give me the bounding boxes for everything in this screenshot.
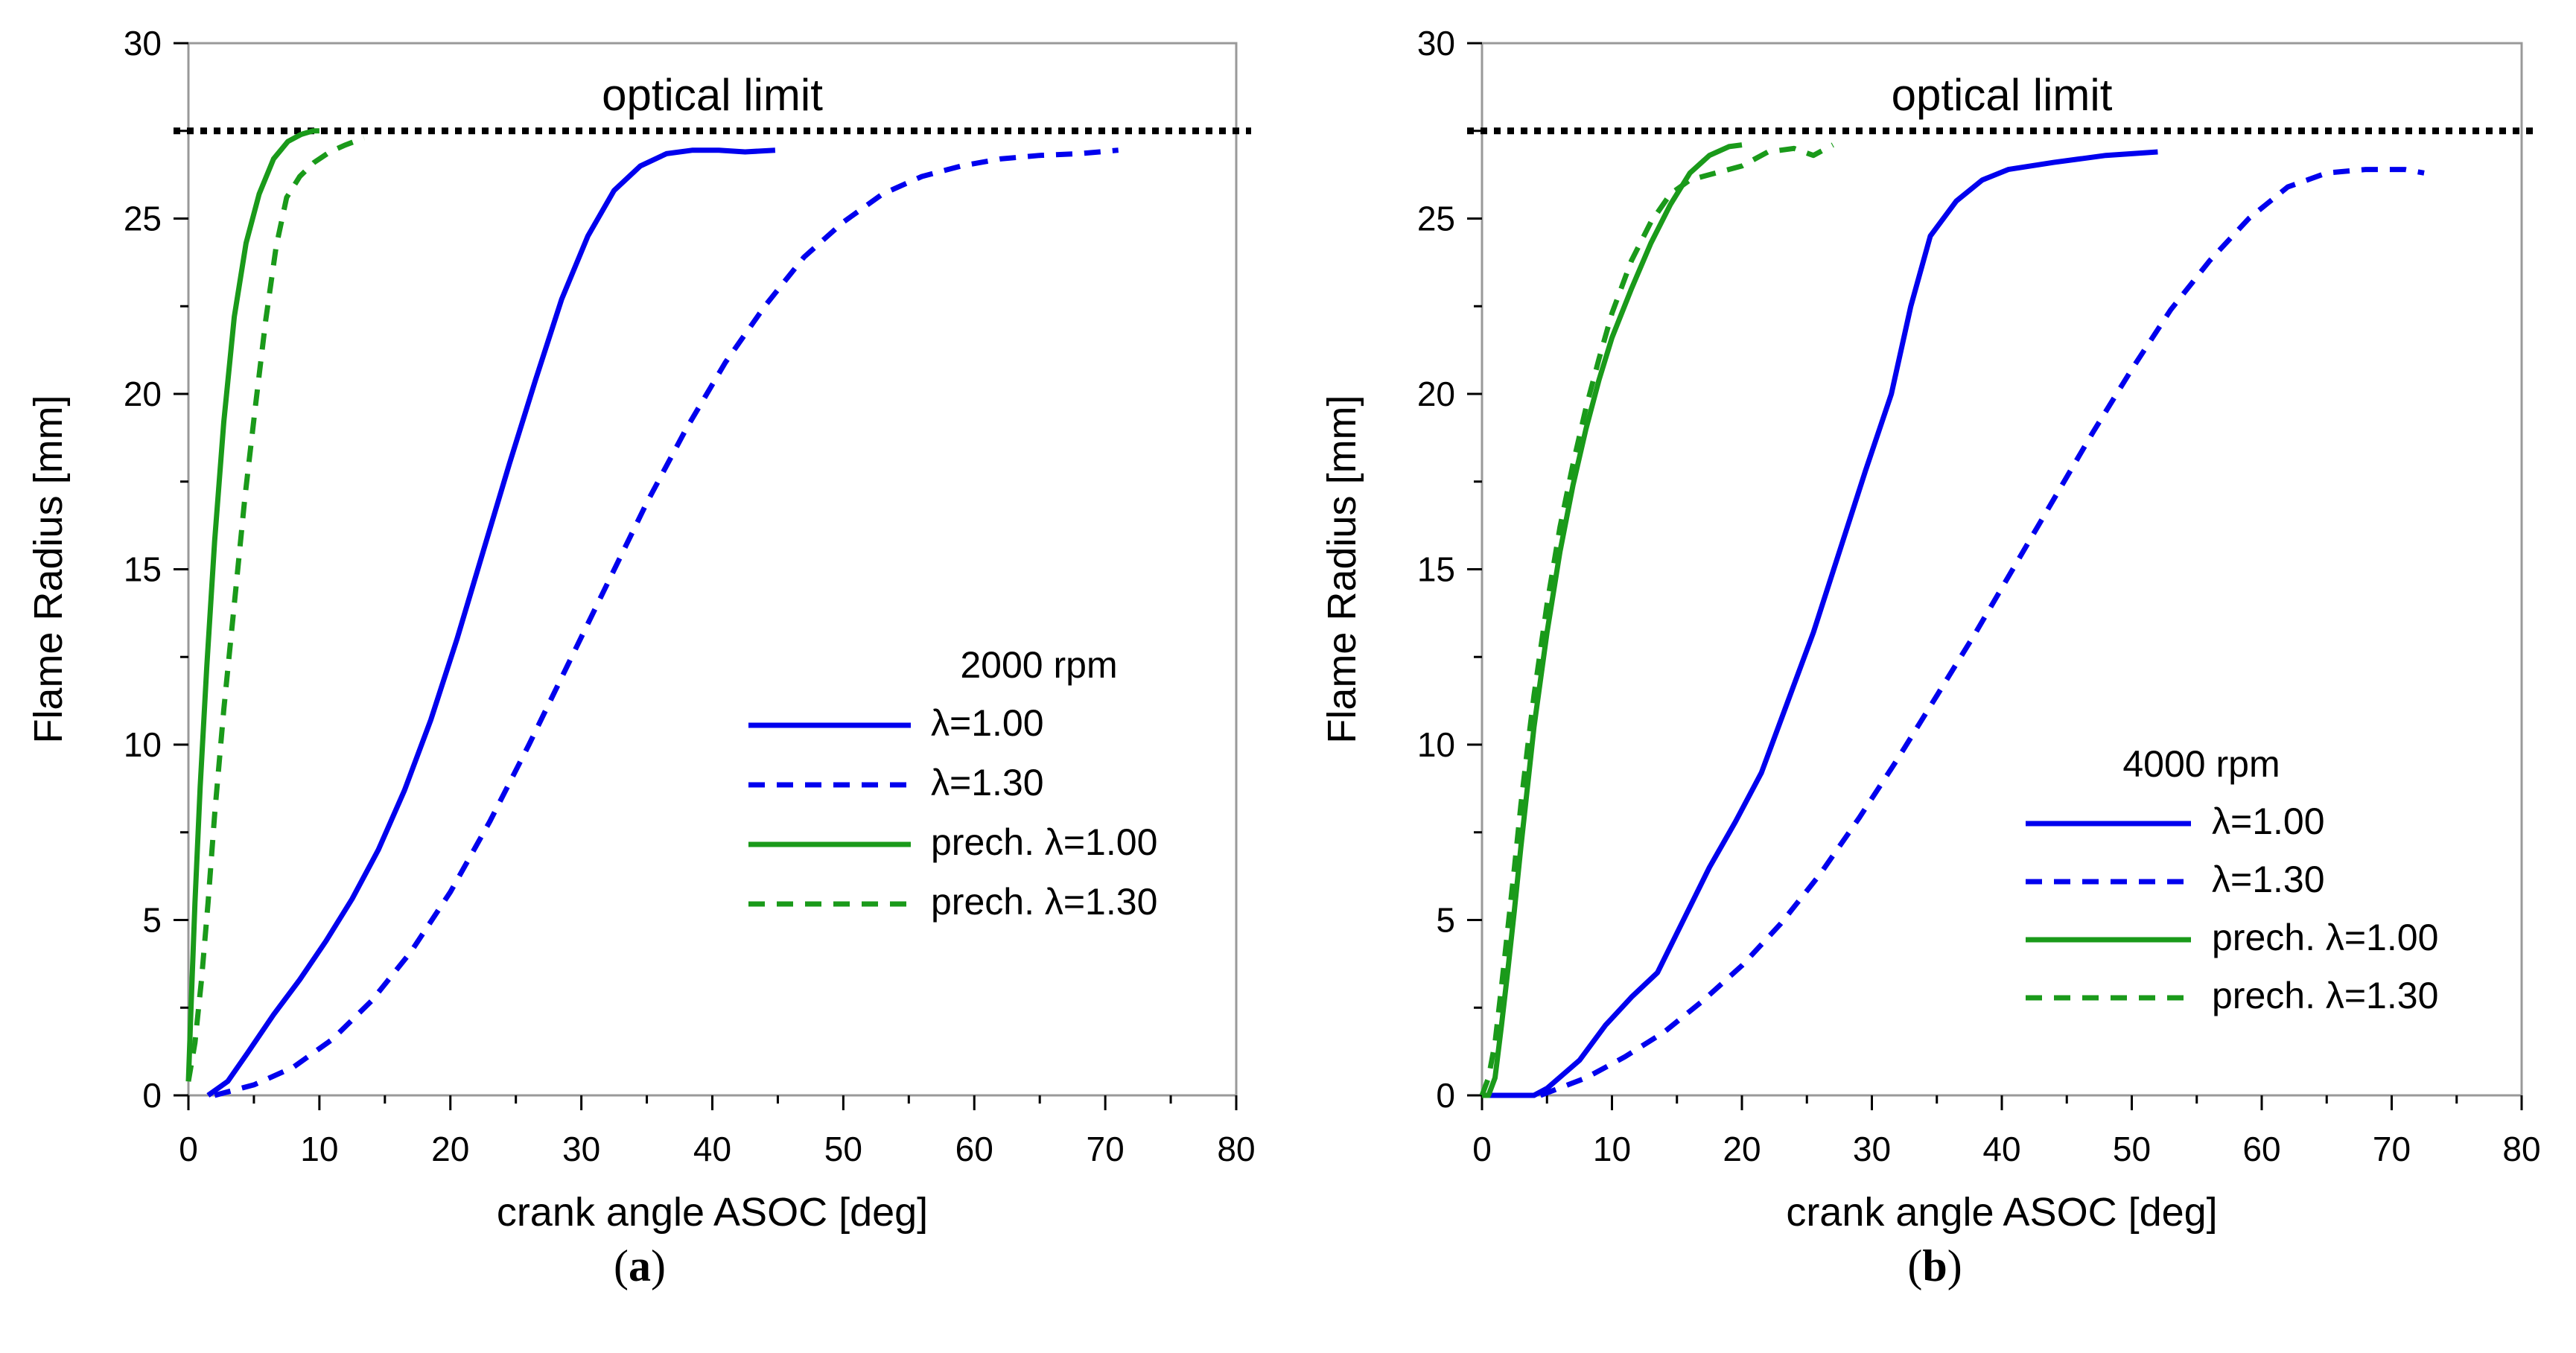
x-tick-label: 10	[300, 1130, 338, 1168]
x-tick-label: 80	[1217, 1130, 1255, 1168]
series-line-1	[1482, 149, 2158, 1098]
x-tick-label: 80	[2502, 1130, 2540, 1168]
y-axis-title: Flame Radius [mm]	[1320, 395, 1364, 743]
legend-title: 2000 rpm	[960, 644, 1117, 686]
x-tick-label: 30	[1853, 1130, 1891, 1168]
y-tick-label: 25	[124, 200, 162, 238]
x-tick-label: 20	[431, 1130, 469, 1168]
plot-frame	[187, 42, 1238, 1097]
chart-a: 0 10 20 30 40 50 60 70 80 0 5 10 15 20 25 30 crank angle…	[26, 24, 1256, 1235]
series-line-2	[214, 147, 1119, 1098]
y-tick-label: 15	[1417, 550, 1455, 589]
series-line-3	[1482, 142, 1743, 1098]
y-tick-label: 15	[124, 550, 162, 589]
y-tick-label: 10	[1417, 725, 1455, 764]
legend-title: 4000 rpm	[2122, 743, 2280, 785]
x-axis-title: crank angle ASOC [deg]	[1786, 1190, 2217, 1235]
panel-label-a-letter: a	[629, 1241, 651, 1290]
y-tick-label: 5	[142, 901, 162, 940]
x-tick-label: 0	[179, 1130, 198, 1168]
x-tick-label: 0	[1472, 1130, 1492, 1168]
legend-label-4: prech. λ=1.30	[931, 881, 1157, 923]
series-line-4	[185, 135, 365, 1082]
panel-label-b-open: (	[1907, 1241, 1922, 1290]
x-axis-title: crank angle ASOC [deg]	[497, 1190, 928, 1235]
x-tick-label: 50	[824, 1130, 862, 1168]
series-line-3	[185, 128, 319, 1082]
series-line-4	[1479, 142, 1834, 1097]
legend-label-2: λ=1.30	[931, 762, 1044, 803]
y-tick-label: 0	[142, 1076, 162, 1115]
y-tick-label: 25	[1417, 200, 1455, 238]
y-tick-label: 10	[124, 725, 162, 764]
series-line-1	[206, 147, 776, 1098]
x-tick-label: 40	[1982, 1130, 2020, 1168]
x-tick-label: 60	[2242, 1130, 2280, 1168]
panel-label-a-open: (	[614, 1241, 629, 1290]
panel-label-a: (a)	[614, 1241, 666, 1290]
y-tick-label: 30	[124, 24, 162, 63]
legend-label-4: prech. λ=1.30	[2212, 975, 2438, 1016]
x-tick-label: 30	[562, 1130, 600, 1168]
legend-label-3: prech. λ=1.00	[2212, 917, 2438, 958]
x-tick-label: 50	[2113, 1130, 2151, 1168]
y-axis-title: Flame Radius [mm]	[26, 395, 71, 743]
legend-label-1: λ=1.00	[931, 702, 1044, 744]
panel-label-b-letter: b	[1922, 1241, 1947, 1290]
panel-label-a-close: )	[651, 1241, 666, 1290]
y-tick-label: 0	[1436, 1076, 1455, 1115]
y-tick-label: 20	[1417, 375, 1455, 413]
x-tick-label: 60	[955, 1130, 993, 1168]
panel-label-b: (b)	[1907, 1241, 1962, 1290]
legend-label-2: λ=1.30	[2212, 859, 2325, 900]
y-tick-label: 20	[124, 375, 162, 413]
optical-limit-label: optical limit	[602, 70, 823, 120]
y-tick-label: 5	[1436, 901, 1455, 940]
x-tick-label: 40	[693, 1130, 731, 1168]
series-line-2	[1539, 167, 2425, 1098]
x-tick-label: 20	[1723, 1130, 1761, 1168]
legend-label-3: prech. λ=1.00	[931, 821, 1157, 863]
x-tick-label: 70	[1087, 1130, 1125, 1168]
x-tick-label: 10	[1593, 1130, 1631, 1168]
panel-label-b-close: )	[1947, 1241, 1962, 1290]
x-tick-label: 70	[2373, 1130, 2411, 1168]
y-tick-label: 30	[1417, 24, 1455, 63]
chart-b: 0 10 20 30 40 50 60 70 80 0 5 10 15 20 25 30 crank angle…	[1320, 24, 2541, 1235]
legend-label-1: λ=1.00	[2212, 800, 2325, 842]
optical-limit-label: optical limit	[1892, 70, 2113, 120]
